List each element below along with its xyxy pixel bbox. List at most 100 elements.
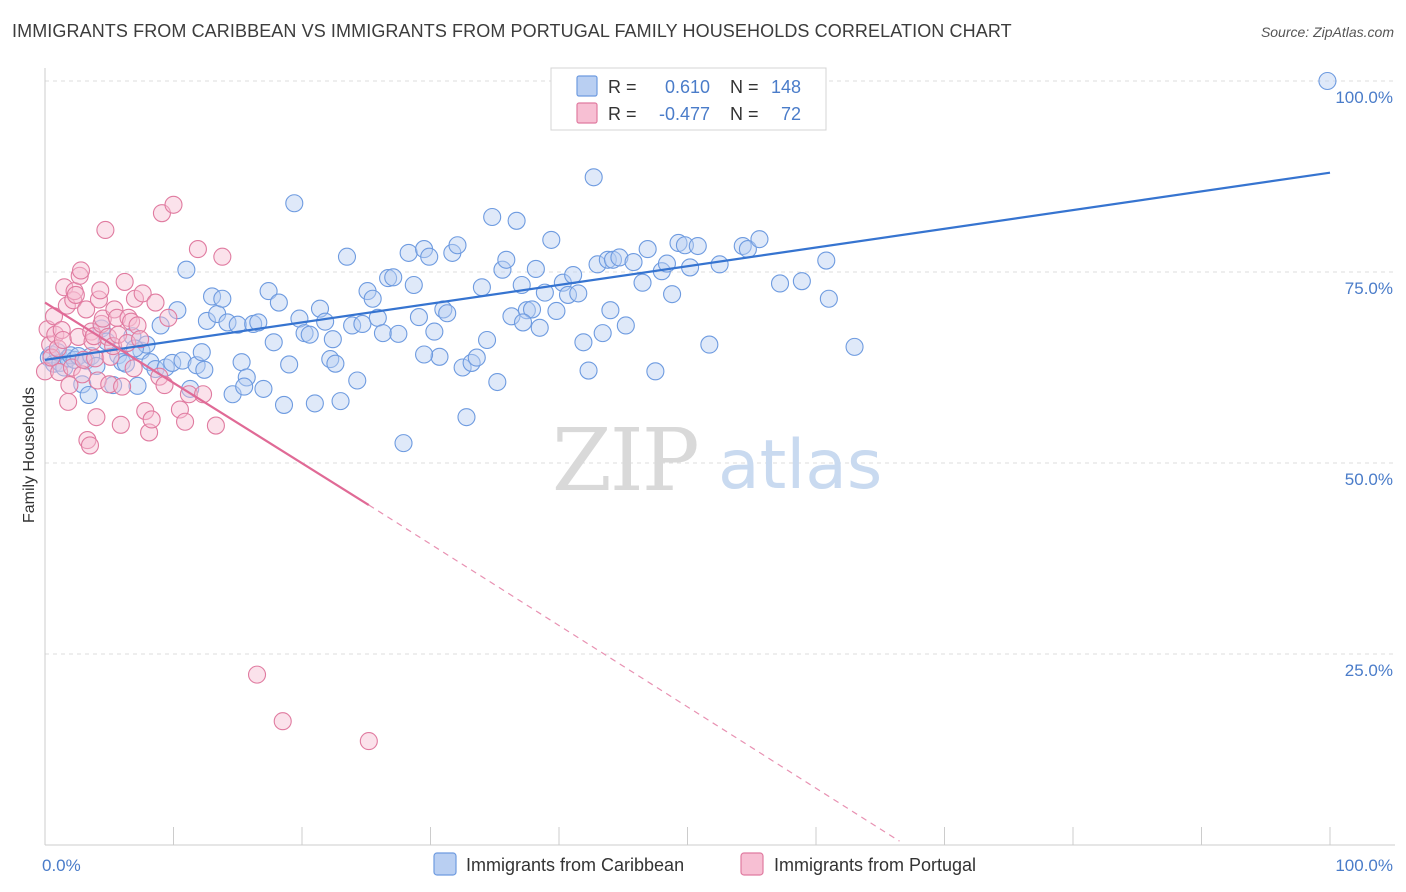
- portugal-point: [52, 321, 71, 340]
- x-tick-label-0: 0.0%: [42, 856, 81, 875]
- caribbean-point: [348, 371, 367, 390]
- y-tick-label-0: 25.0%: [1345, 661, 1393, 680]
- caribbean-point: [195, 360, 214, 379]
- caribbean-point: [197, 311, 216, 330]
- caribbean-point: [584, 168, 603, 187]
- caribbean-point: [438, 304, 457, 323]
- caribbean-point: [300, 325, 319, 344]
- caribbean-point: [254, 379, 273, 398]
- caribbean-point: [700, 335, 719, 354]
- caribbean-point: [305, 394, 324, 413]
- caribbean-point: [663, 285, 682, 304]
- caribbean-point: [232, 353, 251, 372]
- portugal-point: [60, 376, 79, 395]
- portugal-point: [53, 330, 73, 350]
- y-tick-label-1: 50.0%: [1345, 470, 1393, 489]
- caribbean-point: [507, 211, 526, 230]
- x-tick-label-1: 100.0%: [1335, 856, 1393, 875]
- portugal-point: [359, 732, 378, 751]
- legend-n-value-blue: 148: [771, 77, 801, 97]
- y-tick-label-3: 100.0%: [1335, 88, 1393, 107]
- caribbean-point: [384, 268, 403, 287]
- caribbean-point: [285, 194, 304, 213]
- caribbean-point: [457, 408, 476, 427]
- watermark: ZIP atlas: [552, 411, 882, 511]
- caribbean-point: [616, 316, 635, 335]
- portugal-point: [66, 285, 85, 304]
- caribbean-point: [502, 307, 521, 326]
- portugal-point: [133, 284, 152, 303]
- portugal-point: [111, 415, 130, 434]
- caribbean-point: [574, 333, 593, 352]
- caribbean-point: [472, 278, 491, 297]
- portugal-point: [115, 272, 134, 291]
- caribbean-point: [547, 301, 566, 321]
- portugal-point: [213, 247, 232, 266]
- watermark-zip: ZIP: [552, 411, 698, 511]
- caribbean-point: [488, 372, 507, 392]
- caribbean-point: [409, 308, 428, 327]
- caribbean-point: [633, 273, 652, 292]
- portugal-point: [247, 665, 267, 684]
- portugal-point: [146, 293, 165, 312]
- caribbean-point: [326, 354, 345, 373]
- caribbean-point: [522, 300, 542, 319]
- caribbean-point: [128, 376, 147, 395]
- bottom-legend-swatch-caribbean: [433, 852, 457, 876]
- bottom-legend-label-caribbean: Immigrants from Caribbean: [466, 855, 684, 875]
- portugal-point: [142, 410, 161, 429]
- caribbean-point: [493, 260, 512, 279]
- source-label: Source: ZipAtlas.com: [1260, 24, 1394, 40]
- portugal-point: [59, 392, 78, 411]
- bottom-legend-label-portugal: Immigrants from Portugal: [774, 855, 976, 875]
- caribbean-point: [610, 248, 629, 267]
- caribbean-point: [638, 240, 657, 259]
- caribbean-point: [373, 324, 393, 343]
- caribbean-point: [213, 289, 232, 308]
- legend-n-value-pink: 72: [781, 104, 801, 124]
- caribbean-point: [394, 434, 413, 453]
- portugal-point: [73, 365, 92, 384]
- portugal-point: [128, 316, 147, 335]
- axes: [44, 68, 1395, 846]
- portugal-point: [101, 347, 120, 366]
- caribbean-point: [264, 333, 283, 352]
- caribbean-point: [675, 236, 694, 255]
- caribbean-point: [770, 274, 790, 293]
- caribbean-point: [379, 269, 398, 288]
- caribbean-point: [646, 362, 665, 381]
- caribbean-point: [688, 236, 707, 256]
- portugal-point: [124, 359, 143, 378]
- portugal-point: [113, 377, 132, 396]
- caribbean-point: [845, 337, 864, 356]
- caribbean-point: [316, 312, 335, 331]
- caribbean-point: [593, 324, 612, 343]
- tick-labels: 25.0% 50.0% 75.0% 100.0% 0.0% 100.0%: [42, 88, 1393, 875]
- caribbean-point: [156, 358, 175, 377]
- legend-swatch-pink: [576, 102, 598, 124]
- caribbean-point: [389, 324, 408, 343]
- caribbean-point: [331, 392, 350, 411]
- legend-r-label: R =: [608, 77, 637, 97]
- legend-n-label-2: N =: [730, 104, 759, 124]
- caribbean-point: [73, 375, 92, 394]
- caribbean-point: [710, 255, 729, 274]
- caribbean-point: [399, 243, 418, 262]
- portugal-point: [91, 281, 110, 300]
- y-axis-label: Family Households: [21, 387, 38, 523]
- caribbean-point: [177, 260, 196, 279]
- portugal-point: [87, 408, 106, 427]
- portugal-point: [155, 376, 174, 395]
- caribbean-point: [363, 289, 382, 308]
- caribbean-point: [817, 251, 836, 270]
- portugal-trend-line: [44, 301, 370, 506]
- portugal-point: [188, 240, 207, 259]
- caribbean-point: [337, 247, 357, 266]
- caribbean-point: [192, 343, 211, 362]
- caribbean-point: [235, 377, 254, 396]
- portugal-trend-extension: [368, 504, 900, 842]
- bottom-legend-swatch-portugal: [740, 852, 764, 876]
- trend-lines: [44, 171, 1331, 842]
- series-legend: Immigrants from Caribbean Immigrants fro…: [433, 852, 976, 876]
